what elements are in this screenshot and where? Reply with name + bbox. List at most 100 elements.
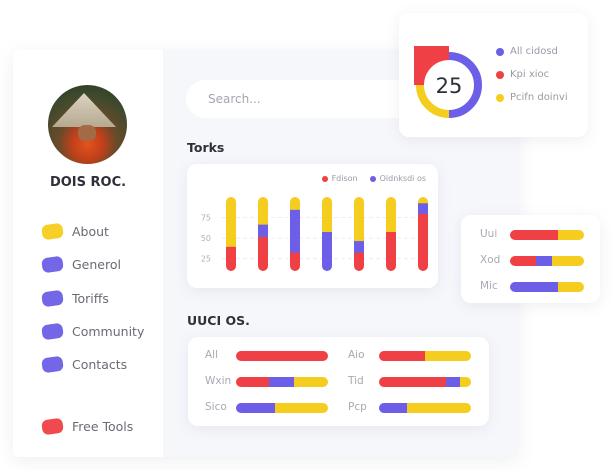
bar-segment [354, 252, 364, 271]
sidebar-item-label: Contacts [72, 357, 128, 372]
bar-segment-red [510, 256, 536, 266]
bar-segment-red [510, 230, 559, 240]
legend-label: Pcifn doinvi [510, 92, 568, 103]
bar-segment-yellow [406, 403, 471, 413]
bar-segment [290, 197, 300, 210]
bar-segment [354, 240, 364, 253]
bar-segment-red [379, 351, 425, 361]
legend-dot-icon [496, 47, 504, 56]
sidebar-item-label: Toriffs [72, 291, 109, 306]
chart-legend-item: Fdison [321, 174, 358, 183]
progress-bar [236, 351, 328, 361]
uuci-title: UUCI OS. [187, 313, 250, 328]
nav-blob-icon [41, 355, 64, 374]
bar-segment [226, 246, 236, 271]
bar-label: All [205, 349, 219, 361]
sidebar-item-about[interactable]: About [41, 222, 109, 241]
bar-segment [290, 209, 300, 253]
avatar [48, 85, 127, 164]
progress-bar [236, 403, 328, 413]
bar-label: Wxin [205, 375, 232, 387]
sidebar-item-label: About [72, 224, 109, 239]
bar-segment-purple [446, 377, 460, 387]
bar-segment [258, 197, 268, 225]
profile-name: DOIS ROC. [49, 175, 127, 190]
chart-legend-item: Oidnksdi os [369, 174, 426, 183]
donut-legend-item: Kpi xioc [496, 69, 568, 80]
bar-segment [322, 197, 332, 233]
bar-segment [418, 202, 428, 214]
bar-label: Tid [348, 375, 364, 387]
torks-chart-card: Fdison Oidnksdi os 25 50 75 [187, 164, 438, 288]
bar-label: Pcp [348, 401, 367, 413]
sidebar-item-toriffs[interactable]: Toriffs [41, 289, 109, 308]
nav-blob-icon [41, 255, 64, 274]
bar-segment [386, 197, 396, 233]
bar-stack [322, 197, 332, 271]
side-bars-card: Uui Xod Mic [461, 215, 600, 303]
donut-segment-red [414, 46, 449, 85]
legend-dot-icon [321, 175, 328, 182]
nav-blob-icon [41, 222, 64, 241]
y-tick-label: 25 [201, 255, 211, 264]
legend-label: Oidnksdi os [379, 174, 426, 183]
bar-segment [418, 197, 428, 204]
bar-label: Uui [480, 228, 498, 240]
legend-dot-icon [369, 175, 376, 182]
sidebar-item-free-tools[interactable]: Free Tools [41, 417, 134, 436]
bar-label: Mic [480, 280, 498, 292]
sidebar-item-contacts[interactable]: Contacts [41, 355, 128, 374]
bar-segment-yellow [558, 230, 584, 240]
donut-legend-item: Pcifn doinvi [496, 92, 568, 103]
sidebar-item-label: Free Tools [72, 419, 134, 434]
sidebar-item-generol[interactable]: Generol [41, 255, 121, 274]
sidebar-item-label: Generol [72, 257, 121, 272]
bar-segment-purple [510, 282, 559, 292]
bar-segment-purple [236, 403, 275, 413]
donut-legend-item: All cidosd [496, 46, 568, 57]
uuci-card: All Aio Wxin Tid Sico Pcp [188, 337, 489, 426]
stacked-bar-chart: 25 50 75 [201, 197, 428, 271]
nav-blob-icon [41, 322, 64, 341]
bar-segment [226, 197, 236, 247]
nav-blob-icon [41, 289, 64, 308]
bar-segment-yellow [293, 377, 328, 387]
progress-bar [510, 230, 584, 240]
bar-segment-purple [535, 256, 553, 266]
bar-segment [418, 213, 428, 271]
bar-segment-yellow [274, 403, 328, 413]
bar-stack [290, 197, 300, 271]
donut-chart: 25 [414, 46, 482, 118]
progress-bar [510, 256, 584, 266]
torks-title: Torks [187, 140, 225, 155]
bar-segment [290, 252, 300, 271]
y-tick-label: 75 [201, 214, 211, 223]
legend-dot-icon [496, 70, 504, 79]
legend-dot-icon [496, 93, 504, 102]
bar-stack [226, 197, 236, 271]
donut-card: 25 All cidosd Kpi xioc Pcifn doinvi [399, 13, 588, 137]
bar-segment [258, 224, 268, 237]
bar-segment [386, 231, 396, 271]
bar-segment-yellow [459, 377, 471, 387]
search-input[interactable]: Search... [186, 80, 416, 118]
bar-label: Sico [205, 401, 227, 413]
bar-stack [354, 197, 364, 271]
progress-bar [379, 403, 471, 413]
legend-label: Kpi xioc [510, 69, 550, 80]
y-tick-label: 50 [201, 234, 211, 243]
progress-bar [510, 282, 584, 292]
legend-label: Fdison [331, 174, 358, 183]
nav-blob-icon [41, 417, 64, 436]
bar-segment-red [236, 377, 270, 387]
sidebar-item-community[interactable]: Community [41, 322, 145, 341]
bar-label: Xod [480, 254, 501, 266]
sidebar-item-label: Community [72, 324, 145, 339]
bar-label: Aio [348, 349, 365, 361]
bar-stack [386, 197, 396, 271]
bar-segment-purple [379, 403, 407, 413]
bar-segment-yellow [552, 256, 584, 266]
bar-segment [322, 231, 332, 271]
legend-label: All cidosd [510, 46, 558, 57]
progress-bar [379, 351, 471, 361]
